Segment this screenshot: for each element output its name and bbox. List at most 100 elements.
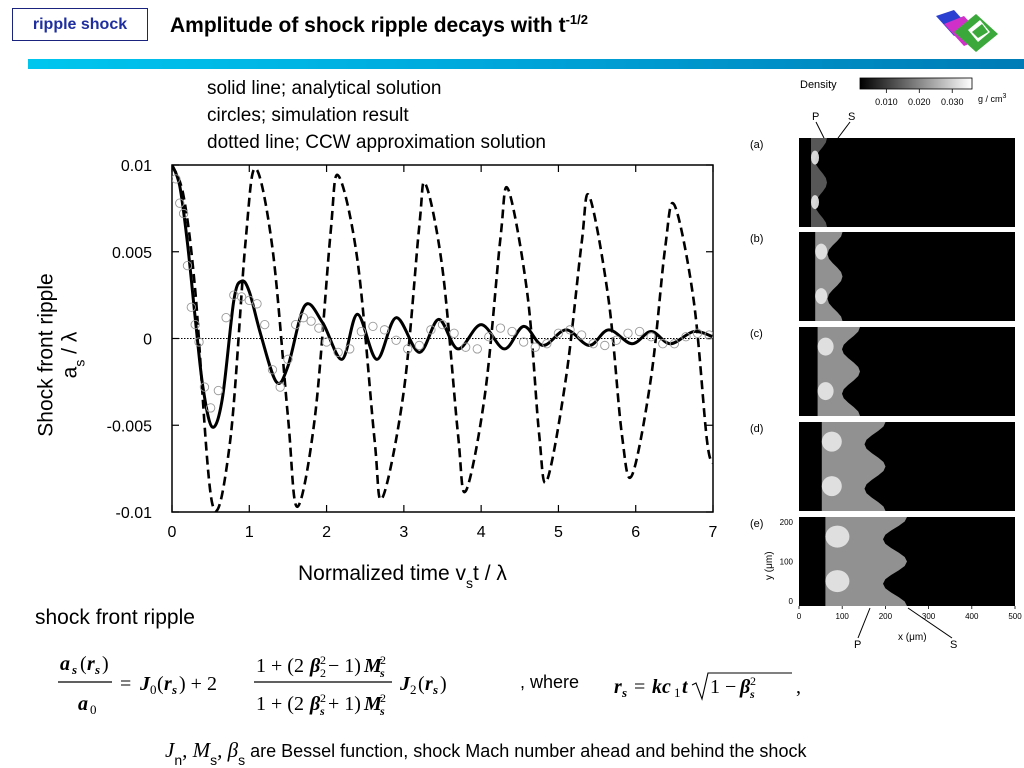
ripple-shock-tag-text: ripple shock [32,15,128,33]
simulation-point [260,319,270,330]
density-bright-spot [825,570,850,593]
symbol-definition: Jn, Ms, βs are Bessel function, shock Ma… [165,738,806,768]
svg-text:(: ( [80,653,87,675]
top-arrow-p [815,121,825,139]
y-tick-label: -0.005 [107,418,152,435]
svg-text:J: J [139,673,151,695]
simulation-point [461,342,471,352]
svg-text:s: s [379,666,385,680]
logo-icon [936,10,998,52]
density-panel [799,138,1015,227]
density-bright-spot [811,150,819,165]
svg-text:t: t [682,676,689,698]
y-axis-label-line1: Shock front ripple [34,273,58,437]
svg-text:M: M [363,655,383,677]
svg-text:s: s [379,704,385,718]
symbol-m: , M [182,738,211,762]
panel-label: (b) [750,233,763,245]
svg-text:(: ( [157,673,164,695]
simulation-point [658,339,668,349]
svg-text:r: r [614,676,622,698]
density-figure: Density 0.010 0.020 0.030 g / cm3 P S (a)(… [750,77,1023,651]
colorbar-tick-label: 0.030 [941,97,964,107]
y-tick-label: -0.01 [116,505,153,522]
x-tick-label: 1 [245,524,254,541]
panel-label: (e) [750,518,763,530]
slide-title-text: Amplitude of shock ripple decays with t [170,14,566,37]
svg-text:s: s [71,662,77,677]
svg-text:2: 2 [320,653,326,667]
chart-plot [172,165,713,512]
slide-title: Amplitude of shock ripple decays with t-… [170,12,588,38]
colorbar-tick-label: 0.010 [875,97,898,107]
chart-axes: 0 1 2 3 4 5 6 7 0.01 0.005 0 -0.005 -0.01 [107,158,718,541]
simulation-point [611,335,622,345]
x-axis-label-panel: x (μm) [898,632,927,643]
x-tick-label: 5 [554,524,563,541]
panel-e-axes: 200 100 00 100 200 300 400 500 [780,518,1023,621]
panel-label: (c) [750,328,763,340]
density-bright-spot [815,288,828,305]
panel-separator [799,511,1015,516]
panel-x-tick-label: 300 [922,612,936,621]
y-axis-label: Shock front ripple as / λ [32,255,94,455]
x-tick-label: 7 [709,524,718,541]
svg-text:=: = [120,673,131,695]
symbol-beta: , β [217,738,239,762]
x-axis-label-rest: t / λ [473,562,507,585]
panel-x-tick-label: 100 [836,612,850,621]
simulation-point [692,328,703,338]
top-label-s: S [848,111,855,123]
legend-line-analytical: solid line; analytical solution [207,78,442,99]
simulation-point [600,340,610,351]
panel-y-tick-label: 200 [780,518,794,527]
svg-text:s: s [621,685,627,700]
panel-x-tick-label: 200 [879,612,893,621]
density-bright-spot [817,382,834,401]
x-tick-label: 2 [322,524,331,541]
y-tick-label: 0.01 [121,158,152,175]
bottom-label-p: P [854,639,861,651]
simulation-point [356,326,366,337]
panel-y-tick-label: 0 [789,597,794,606]
simulation-point [221,313,231,323]
simulation-point [314,323,324,333]
symbol-j-sub: n [174,752,183,768]
top-label-p: P [812,111,819,123]
svg-text:s: s [319,704,325,718]
panel-separator [799,416,1015,421]
simulation-point [704,330,713,340]
simulation-point [175,198,185,208]
x-axis-label: Normalized time vst / λ [298,562,507,591]
x-tick-label: 0 [168,524,177,541]
svg-text:2: 2 [380,653,386,667]
svg-text:s: s [94,662,100,677]
simulation-point [244,295,254,305]
x-tick-label: 3 [399,524,408,541]
svg-text:(: ( [418,673,425,695]
simulation-point [681,332,691,342]
y-axis-label-sub: s [71,359,88,367]
simulation-point [576,330,587,340]
simulation-point [530,342,540,352]
simulation-point [623,328,633,338]
simulation-point [634,326,645,337]
svg-text:kc: kc [652,676,671,698]
simulation-point [519,337,529,347]
density-panels: (a) (b) (c) (d) (e) [750,138,1015,606]
svg-text:1 −: 1 − [710,676,736,698]
y-axis-label-a: a [58,366,82,379]
y-tick-label: 0 [143,332,152,349]
x-axis-label-main: Normalized time v [298,562,467,585]
svg-text:,: , [796,676,801,698]
simulation-point [542,339,552,349]
simulation-point [306,316,316,326]
colorbar-tick-label: 0.020 [908,97,931,107]
colorbar-unit: g / cm3 [978,93,1007,104]
svg-text:β: β [309,655,321,677]
density-bright-spot [821,431,842,452]
simulation-point [368,321,378,332]
simulation-point [190,319,200,330]
svg-text:2: 2 [320,691,326,705]
